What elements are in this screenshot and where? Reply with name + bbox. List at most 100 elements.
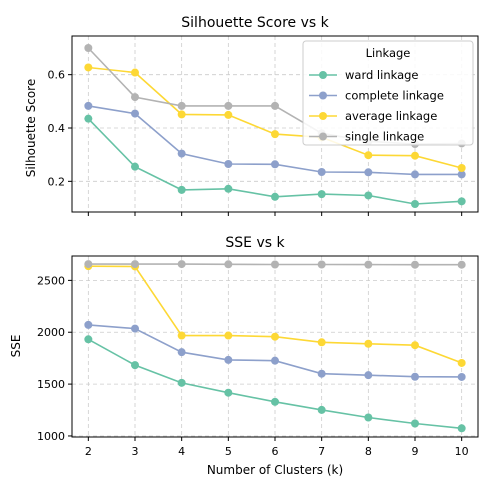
chart-title: SSE vs k bbox=[225, 235, 285, 251]
data-point bbox=[317, 260, 326, 269]
data-point bbox=[271, 260, 279, 269]
y-tick-label: 1000 bbox=[37, 430, 65, 443]
data-point bbox=[271, 160, 279, 169]
data-point bbox=[84, 335, 93, 344]
data-point bbox=[411, 341, 419, 350]
x-tick-label: 2 bbox=[85, 445, 92, 458]
data-point bbox=[177, 348, 186, 357]
legend-title: Linkage bbox=[366, 46, 411, 60]
data-point bbox=[271, 332, 279, 341]
data-point bbox=[411, 170, 419, 179]
data-point bbox=[364, 151, 373, 160]
data-point bbox=[271, 356, 279, 365]
data-point bbox=[131, 162, 139, 171]
data-point bbox=[411, 372, 419, 381]
legend-label: ward linkage bbox=[345, 68, 419, 82]
data-point bbox=[177, 110, 186, 119]
data-point bbox=[411, 151, 419, 160]
data-point bbox=[177, 331, 186, 340]
x-tick-label: 8 bbox=[365, 445, 372, 458]
x-tick-label: 9 bbox=[412, 445, 419, 458]
axis-ticks: 2 3 4 5 6 7 8 9 10 1000 1500 2000 2500 bbox=[37, 274, 469, 458]
data-point bbox=[457, 424, 466, 433]
y-axis-label: Silhouette Score bbox=[24, 79, 38, 177]
legend-item: ward linkage bbox=[309, 68, 419, 82]
data-point bbox=[317, 338, 326, 347]
legend-label: average linkage bbox=[345, 109, 437, 123]
data-point bbox=[364, 260, 373, 269]
y-tick-label: 2500 bbox=[37, 274, 65, 287]
legend-swatch-marker bbox=[319, 132, 327, 141]
chart-title: Silhouette Score vs k bbox=[181, 15, 329, 31]
data-point bbox=[224, 388, 233, 397]
data-point bbox=[364, 339, 373, 348]
y-tick-label: 0.2 bbox=[48, 175, 66, 188]
data-point bbox=[271, 101, 279, 110]
series-complete bbox=[84, 101, 466, 179]
data-point bbox=[364, 371, 373, 380]
legend: Linkage ward linkage complete linkage aver… bbox=[302, 40, 474, 146]
data-point bbox=[457, 358, 466, 367]
axis-ticks: 0.2 0.4 0.6 bbox=[48, 69, 463, 216]
series-group bbox=[84, 260, 466, 433]
legend-item: single linkage bbox=[309, 130, 424, 144]
y-tick-label: 0.4 bbox=[48, 122, 66, 135]
data-point bbox=[457, 372, 466, 381]
data-point bbox=[271, 397, 279, 406]
data-point bbox=[84, 320, 93, 329]
data-point bbox=[131, 93, 139, 102]
data-point bbox=[364, 191, 373, 200]
silhouette-chart-panel: Silhouette Score vs k Silhouette Score 0… bbox=[24, 15, 479, 216]
legend-label: complete linkage bbox=[345, 89, 444, 103]
data-point bbox=[177, 101, 186, 110]
legend-label: single linkage bbox=[345, 130, 424, 144]
data-point bbox=[317, 369, 326, 378]
series-single bbox=[84, 260, 466, 269]
legend-item: average linkage bbox=[309, 109, 437, 123]
data-point bbox=[317, 190, 326, 199]
data-point bbox=[457, 197, 466, 206]
grid bbox=[72, 256, 478, 437]
data-point bbox=[224, 184, 233, 193]
data-point bbox=[131, 361, 139, 370]
data-point bbox=[271, 192, 279, 201]
data-point bbox=[84, 44, 93, 52]
x-tick-label: 3 bbox=[132, 445, 139, 458]
data-point bbox=[457, 170, 466, 179]
y-tick-label: 2000 bbox=[37, 326, 65, 339]
data-point bbox=[84, 114, 93, 123]
data-point bbox=[317, 405, 326, 414]
y-tick-label: 1500 bbox=[37, 378, 65, 391]
data-point bbox=[224, 101, 233, 110]
series-complete bbox=[84, 320, 466, 381]
data-point bbox=[457, 164, 466, 172]
data-point bbox=[271, 130, 279, 139]
x-tick-label: 10 bbox=[455, 445, 469, 458]
data-point bbox=[364, 413, 373, 422]
data-point bbox=[411, 260, 419, 269]
legend-swatch-marker bbox=[319, 71, 327, 79]
data-point bbox=[411, 200, 419, 208]
data-point bbox=[131, 324, 139, 333]
data-point bbox=[84, 101, 93, 110]
data-point bbox=[224, 160, 233, 168]
legend-swatch-marker bbox=[319, 91, 327, 100]
data-point bbox=[131, 260, 139, 269]
x-tick-label: 6 bbox=[272, 445, 279, 458]
legend-swatch-marker bbox=[319, 112, 327, 120]
data-point bbox=[84, 260, 93, 269]
series-ward bbox=[84, 114, 466, 208]
data-point bbox=[224, 355, 233, 364]
x-tick-label: 7 bbox=[318, 445, 325, 458]
data-point bbox=[224, 331, 233, 340]
data-point bbox=[131, 109, 139, 118]
legend-entries: ward linkage complete linkage average link… bbox=[309, 68, 444, 144]
legend-box bbox=[302, 40, 474, 146]
x-tick-label: 4 bbox=[178, 445, 185, 458]
data-point bbox=[177, 378, 186, 387]
data-point bbox=[457, 260, 466, 269]
x-tick-label: 5 bbox=[225, 445, 232, 458]
y-axis-label: SSE bbox=[9, 335, 23, 358]
sse-chart-panel: SSE vs k SSE Number of Clusters (k) 2 3 4 5… bbox=[9, 235, 479, 477]
